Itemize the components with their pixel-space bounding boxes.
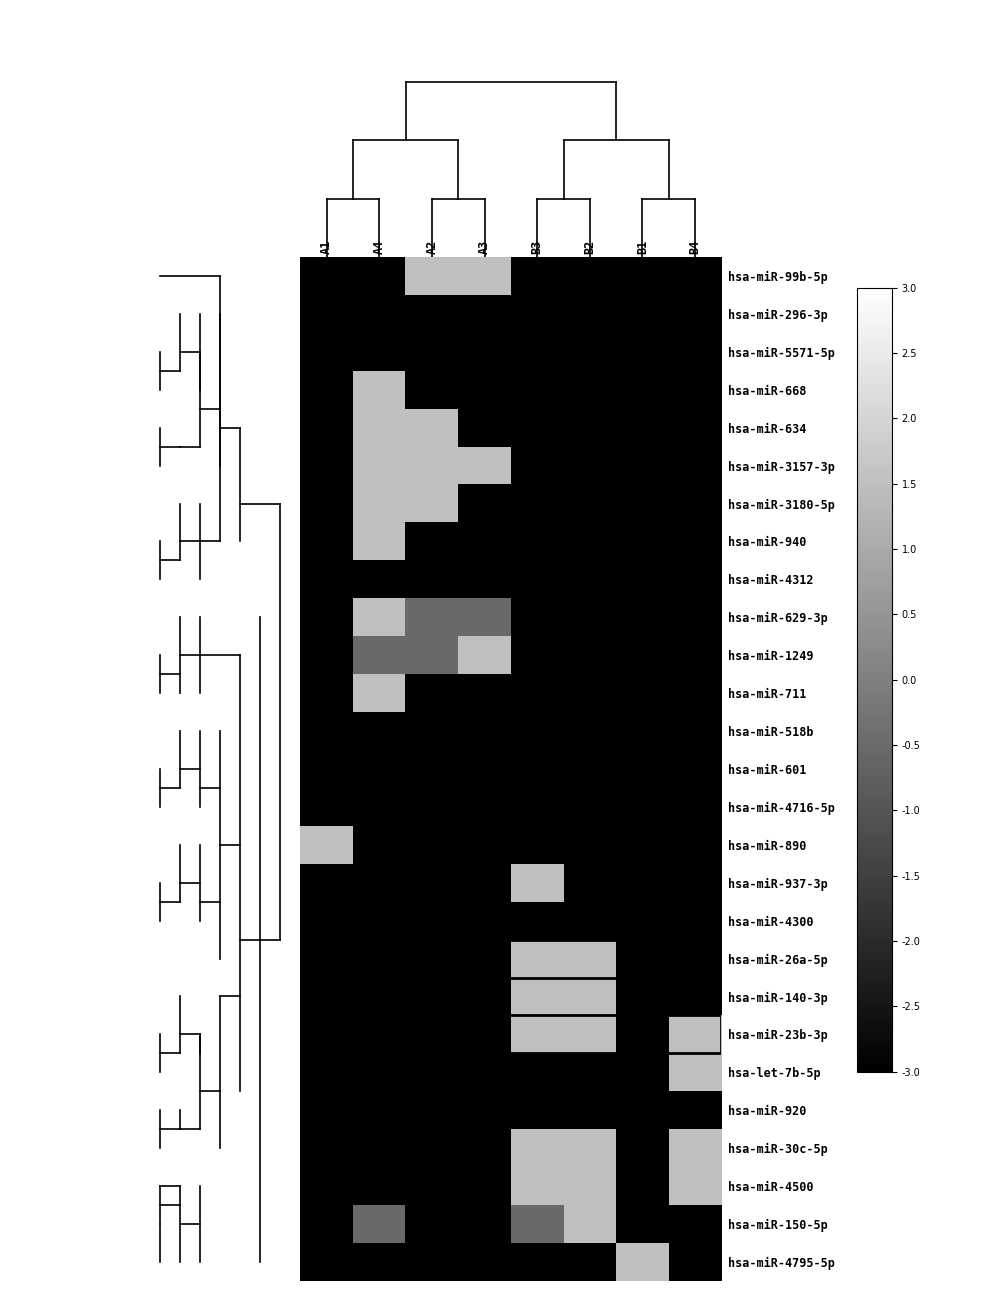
- Bar: [301, 1016, 721, 1053]
- Bar: [301, 940, 721, 978]
